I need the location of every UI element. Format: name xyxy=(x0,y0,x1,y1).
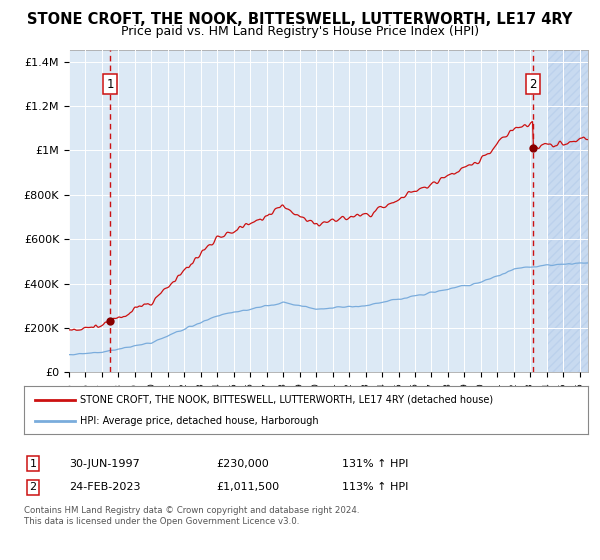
Text: 2: 2 xyxy=(29,482,37,492)
Text: STONE CROFT, THE NOOK, BITTESWELL, LUTTERWORTH, LE17 4RY: STONE CROFT, THE NOOK, BITTESWELL, LUTTE… xyxy=(28,12,572,27)
Text: 1: 1 xyxy=(106,78,114,91)
Text: 24-FEB-2023: 24-FEB-2023 xyxy=(69,482,140,492)
Text: £230,000: £230,000 xyxy=(216,459,269,469)
Text: 131% ↑ HPI: 131% ↑ HPI xyxy=(342,459,409,469)
Text: This data is licensed under the Open Government Licence v3.0.: This data is licensed under the Open Gov… xyxy=(24,517,299,526)
Text: HPI: Average price, detached house, Harborough: HPI: Average price, detached house, Harb… xyxy=(80,416,319,426)
Text: STONE CROFT, THE NOOK, BITTESWELL, LUTTERWORTH, LE17 4RY (detached house): STONE CROFT, THE NOOK, BITTESWELL, LUTTE… xyxy=(80,395,494,405)
Text: 113% ↑ HPI: 113% ↑ HPI xyxy=(342,482,409,492)
Text: Price paid vs. HM Land Registry's House Price Index (HPI): Price paid vs. HM Land Registry's House … xyxy=(121,25,479,38)
Text: 2: 2 xyxy=(529,78,536,91)
Text: £1,011,500: £1,011,500 xyxy=(216,482,279,492)
Text: 30-JUN-1997: 30-JUN-1997 xyxy=(69,459,140,469)
Bar xyxy=(547,50,588,372)
Bar xyxy=(547,50,588,372)
Text: Contains HM Land Registry data © Crown copyright and database right 2024.: Contains HM Land Registry data © Crown c… xyxy=(24,506,359,515)
Text: 1: 1 xyxy=(29,459,37,469)
